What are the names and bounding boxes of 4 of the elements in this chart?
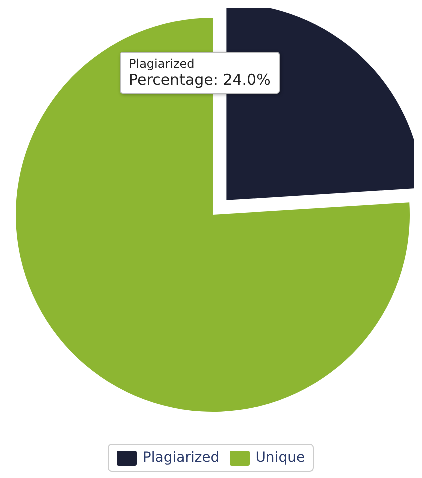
legend-label: Unique bbox=[256, 450, 306, 466]
text: Percentage: 24.0% bbox=[129, 71, 271, 89]
legend-label: Plagiarized bbox=[142, 450, 220, 466]
text: Plagiarized bbox=[129, 57, 196, 71]
